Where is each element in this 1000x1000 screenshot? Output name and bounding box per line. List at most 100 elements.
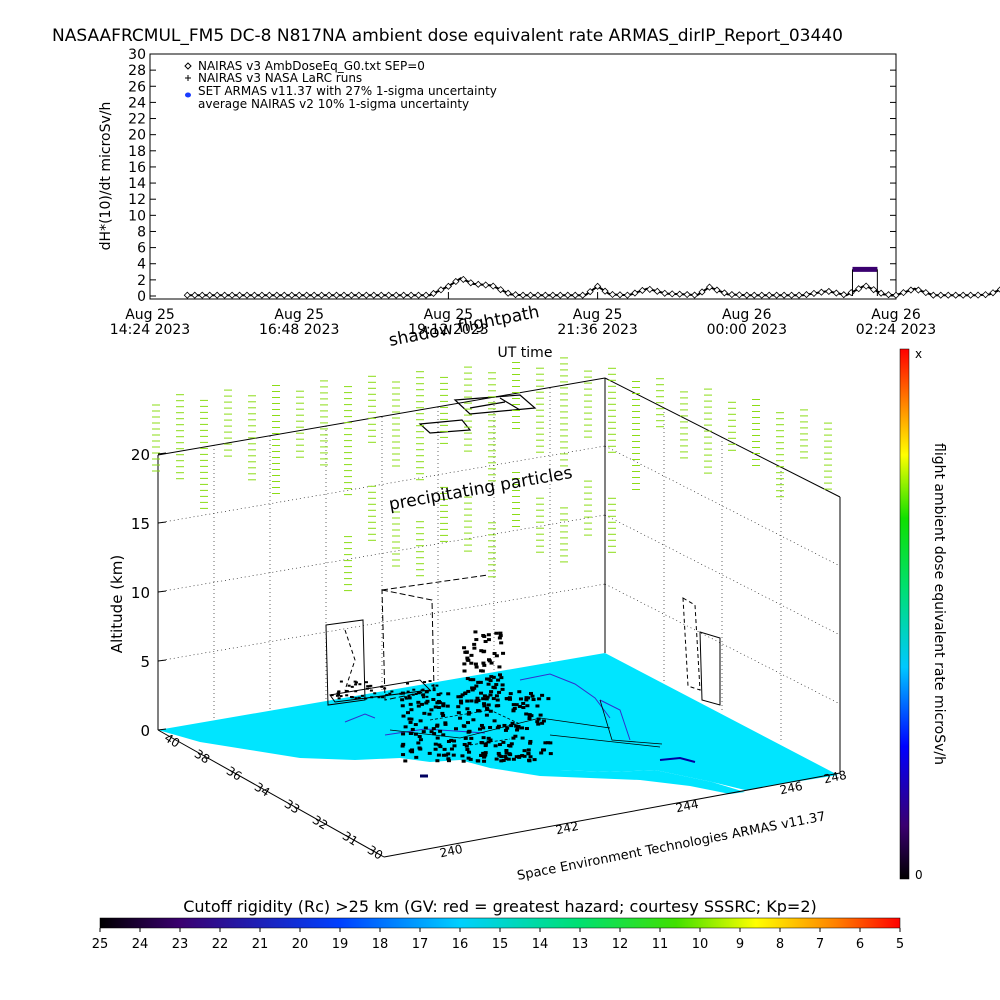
track-point (400, 698, 405, 702)
track-point (518, 697, 523, 701)
nairas-point (474, 280, 482, 288)
nairas-point (310, 291, 318, 299)
track-point (515, 726, 520, 730)
track-point (486, 740, 491, 744)
x-tick-time: 19:12 2023 (408, 322, 488, 338)
track-point (535, 704, 540, 708)
track-point (427, 751, 432, 755)
y-tick-label: 22 (128, 112, 146, 128)
track-point (446, 759, 451, 763)
track-point (470, 686, 475, 690)
track-point (337, 690, 341, 693)
track-point (501, 740, 506, 744)
track-point (466, 721, 470, 725)
track-point (527, 758, 532, 762)
rigidity-tick-label: 19 (332, 937, 349, 952)
track-point (501, 758, 506, 762)
rigidity-tick-label: 6 (856, 937, 864, 952)
track-point (466, 689, 471, 693)
nairas-point (318, 291, 326, 299)
track-point (494, 683, 499, 687)
y-tick-label: 16 (128, 160, 146, 176)
nairas-point (743, 291, 751, 299)
track-point (462, 669, 467, 673)
track-point (456, 711, 461, 715)
track-point (495, 698, 500, 702)
track-point (436, 705, 441, 709)
nairas-point (422, 291, 430, 299)
track-point (467, 711, 472, 715)
nairas-point (258, 291, 266, 299)
track-point (469, 653, 474, 657)
track-point (492, 719, 497, 723)
nairas-point (459, 275, 467, 283)
track-point (504, 751, 509, 755)
track-point (508, 692, 513, 696)
track-point (481, 736, 486, 740)
front-edges (157, 729, 841, 858)
track-point (471, 678, 476, 682)
y-tick-label: 18 (128, 144, 146, 160)
track-point (466, 756, 471, 760)
x-tick-date: Aug 25 (424, 307, 474, 323)
nairas-point (892, 291, 900, 299)
dose-colorbar-bottom: 0 (915, 868, 923, 882)
track-point (423, 726, 428, 730)
track-point (388, 692, 392, 695)
track-point (438, 745, 443, 749)
nairas-point (683, 290, 691, 299)
track-point (469, 661, 474, 665)
precip-shadow-boxes (418, 394, 537, 434)
track-point (436, 753, 441, 757)
track-point (458, 695, 463, 699)
nairas-point (825, 287, 833, 295)
track-point (482, 759, 487, 763)
track-point (500, 687, 505, 691)
x-tick-time: 16:48 2023 (259, 322, 339, 338)
track-point (412, 688, 416, 691)
track-point (527, 713, 532, 717)
rigidity-colorbar-label: Cutoff rigidity (Rc) >25 km (GV: red = g… (183, 897, 817, 916)
track-point (431, 697, 436, 701)
nairas-point (444, 282, 452, 290)
track-point (408, 702, 413, 706)
y-tick-label: 6 (137, 241, 146, 257)
nairas-point (870, 286, 878, 294)
credit-label: Space Environment Technologies ARMAS v11… (516, 809, 827, 884)
nairas-point (713, 286, 721, 294)
track-point (496, 724, 501, 728)
track-point (437, 743, 442, 747)
track-point (470, 688, 475, 692)
track-point (460, 754, 465, 758)
altitude-tick-mark (157, 728, 167, 731)
track-point (491, 675, 496, 679)
nairas-point (250, 291, 259, 299)
flight-profile-boxes (325, 574, 721, 706)
track-point (335, 694, 339, 697)
track-point (413, 723, 418, 727)
track-point (458, 699, 463, 703)
nairas-point (414, 291, 423, 299)
nairas-point (914, 286, 922, 294)
track-point (524, 727, 529, 731)
nairas-point (907, 286, 915, 294)
track-point (444, 753, 449, 757)
nairas-point (698, 288, 706, 296)
y-tick-label: 4 (137, 257, 146, 273)
track-point (406, 682, 410, 685)
track-point (514, 724, 519, 728)
track-point (497, 690, 502, 694)
track-point (436, 699, 441, 703)
nairas-point (832, 289, 840, 297)
track-point (390, 690, 394, 693)
track-point (373, 692, 377, 695)
rigidity-tick-label: 17 (412, 937, 429, 952)
track-point (462, 724, 467, 728)
track-point (449, 747, 454, 751)
track-point (431, 727, 436, 731)
nairas-point (407, 291, 415, 299)
track-point (467, 741, 472, 745)
track-point (441, 753, 446, 757)
track-point (435, 759, 440, 763)
nairas-point (288, 291, 296, 299)
